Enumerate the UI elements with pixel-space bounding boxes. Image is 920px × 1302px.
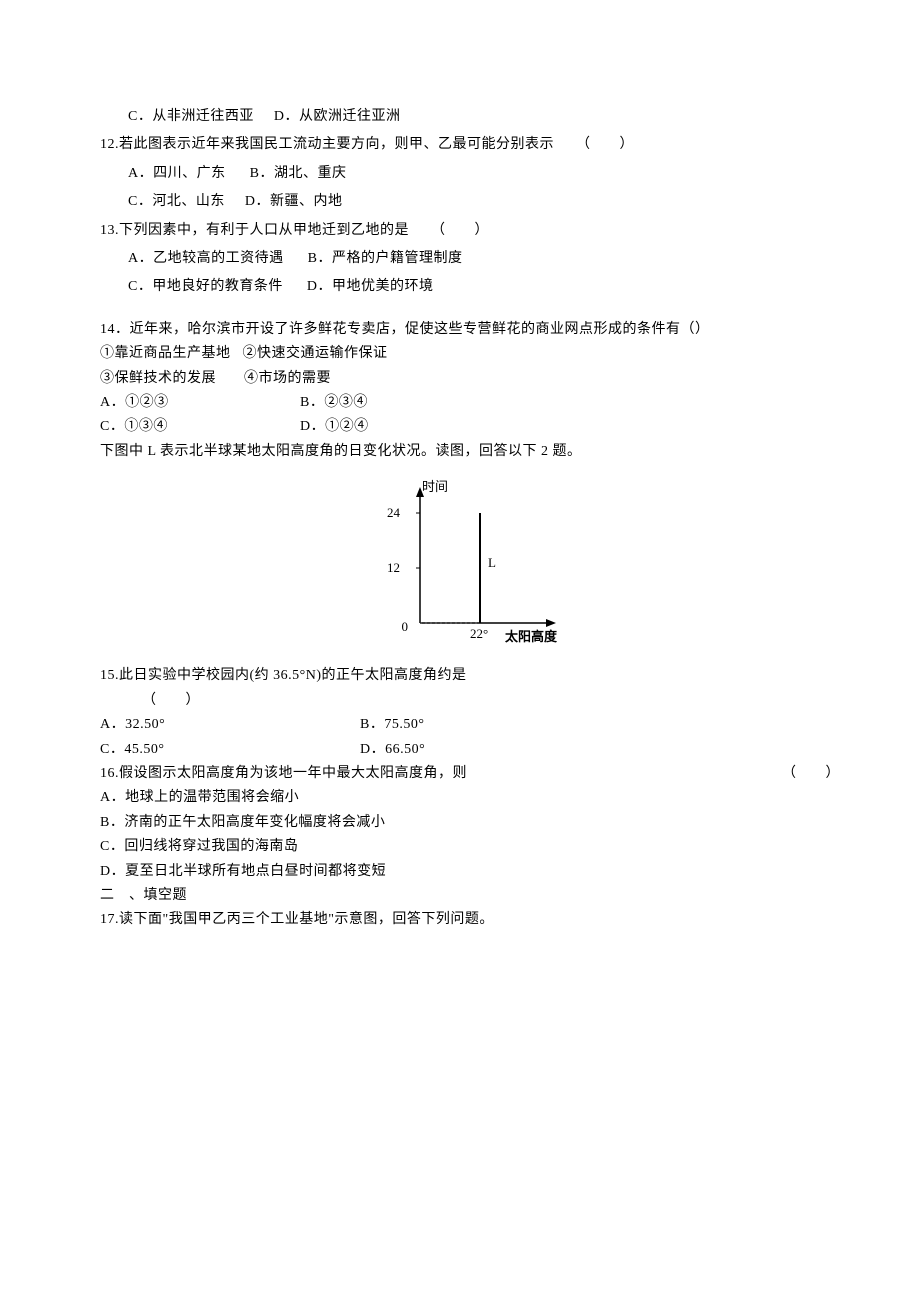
q12-opt-a: A．四川、广东: [128, 166, 226, 181]
q15-opt-a: A．32.50°: [100, 714, 360, 736]
q15-opt-b: B．75.50°: [360, 714, 424, 736]
q14-opt-c: C．①③④: [100, 416, 300, 438]
q14-cond2: ②快速交通运输作保证: [243, 346, 388, 361]
q12-stem: 12.若此图表示近年来我国民工流动主要方向，则甲、乙最可能分别表示 （ ）: [100, 134, 840, 156]
q12-opt-d: D．新疆、内地: [245, 194, 343, 209]
q12-row-cd: C．河北、山东 D．新疆、内地: [100, 191, 840, 213]
q15-opt-d: D．66.50°: [360, 739, 425, 761]
q11-opt-c: C．从非洲迁往西亚: [128, 109, 254, 124]
q15-paren: （ ）: [100, 690, 840, 712]
q14-row-cd: C．①③④ D．①②④: [100, 416, 840, 438]
q14-opt-d: D．①②④: [300, 416, 500, 438]
q13-row-ab: A．乙地较高的工资待遇 B．严格的户籍管理制度: [100, 248, 840, 270]
q14-opt-b: B．②③④: [300, 392, 500, 414]
q13-opt-d: D．甲地优美的环境: [307, 276, 434, 298]
q15-opt-c: C．45.50°: [100, 739, 360, 761]
chart-y-tick-0: 0: [402, 619, 409, 634]
q16-opt-c: C．回归线将穿过我国的海南岛: [100, 836, 840, 858]
q16-opt-a: A．地球上的温带范围将会缩小: [100, 787, 840, 809]
section-2-title: 二 、填空题: [100, 885, 840, 907]
q16-stem-row: 16.假设图示太阳高度角为该地一年中最大太阳高度角，则 （ ）: [100, 763, 840, 785]
q16-stem: 16.假设图示太阳高度角为该地一年中最大太阳高度角，则: [100, 763, 467, 785]
q11-options-cd: C．从非洲迁往西亚 D．从欧洲迁往亚洲: [100, 106, 840, 128]
chart-line-label: L: [488, 555, 496, 570]
chart-y-tick-24: 24: [387, 505, 401, 520]
q15-row-cd: C．45.50° D．66.50°: [100, 739, 840, 761]
q12-opt-c: C．河北、山东: [128, 194, 225, 209]
q12-opt-b: B．湖北、重庆: [250, 166, 347, 181]
q14-stem: 14．近年来，哈尔滨市开设了许多鲜花专卖店，促使这些专营鲜花的商业网点形成的条件…: [100, 319, 840, 341]
q14-cond-row2: ③保鲜技术的发展 ④市场的需要: [100, 368, 840, 390]
q13-opt-a: A．乙地较高的工资待遇: [128, 248, 284, 270]
q15-stem: 15.此日实验中学校园内(约 36.5°N)的正午太阳高度角约是: [100, 665, 840, 687]
q16-paren: （ ）: [782, 763, 840, 785]
solar-altitude-chart: 时间 24 12 0 22° 太阳高度 L: [100, 473, 840, 661]
q16-opt-d: D．夏至日北半球所有地点白昼时间都将变短: [100, 861, 840, 883]
q12-row-ab: A．四川、广东 B．湖北、重庆: [100, 163, 840, 185]
intro-15-16: 下图中 L 表示北半球某地太阳高度角的日变化状况。读图，回答以下 2 题。: [100, 441, 840, 463]
chart-x-label: 太阳高度: [504, 629, 558, 644]
q14-cond4: ④市场的需要: [244, 371, 331, 386]
q17-stem: 17.读下面"我国甲乙丙三个工业基地"示意图，回答下列问题。: [100, 909, 840, 931]
q14-cond3: ③保鲜技术的发展: [100, 371, 216, 386]
q15-row-ab: A．32.50° B．75.50°: [100, 714, 840, 736]
q13-stem: 13.下列因素中，有利于人口从甲地迁到乙地的是 （ ）: [100, 220, 840, 242]
q14-cond-row1: ①靠近商品生产基地 ②快速交通运输作保证: [100, 343, 840, 365]
q13-row-cd: C．甲地良好的教育条件 D．甲地优美的环境: [100, 276, 840, 298]
chart-y-label: 时间: [422, 479, 448, 494]
chart-y-tick-12: 12: [387, 560, 400, 575]
q14-row-ab: A．①②③ B．②③④: [100, 392, 840, 414]
q11-opt-d: D．从欧洲迁往亚洲: [274, 109, 401, 124]
q14-opt-a: A．①②③: [100, 392, 300, 414]
q13-opt-c: C．甲地良好的教育条件: [128, 276, 283, 298]
q13-opt-b: B．严格的户籍管理制度: [308, 248, 463, 270]
q14-cond1: ①靠近商品生产基地: [100, 346, 231, 361]
q16-opt-b: B．济南的正午太阳高度年变化幅度将会减小: [100, 812, 840, 834]
chart-x-tick: 22°: [470, 626, 488, 641]
